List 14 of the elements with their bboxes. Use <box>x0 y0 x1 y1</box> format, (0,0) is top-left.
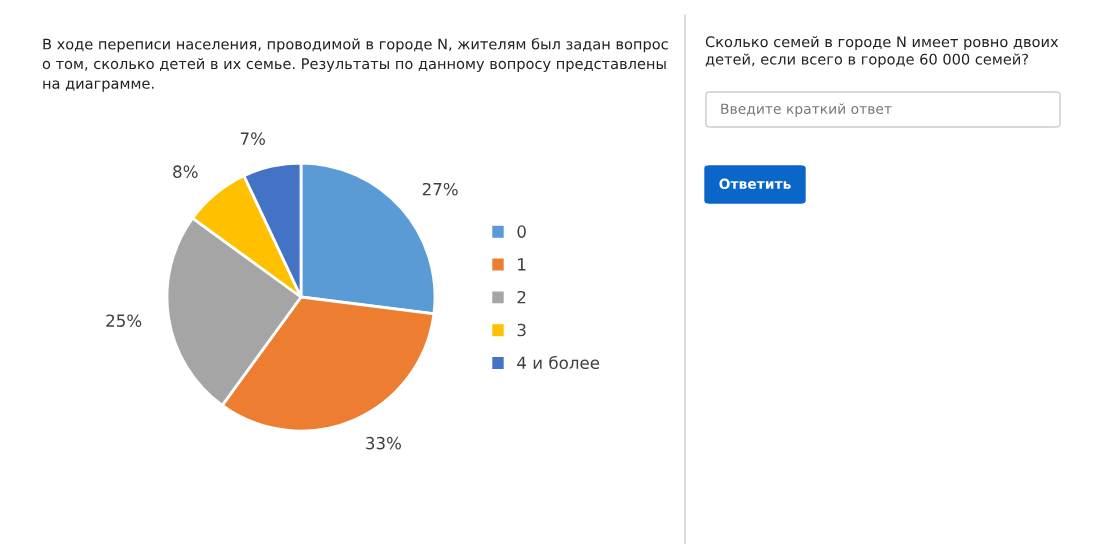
data-label: 33% <box>366 436 401 450</box>
legend-label: 0 <box>517 225 526 238</box>
legend-label: 3 <box>517 323 526 337</box>
data-label: 7% <box>240 132 265 145</box>
data-label: 27% <box>422 182 458 196</box>
data-label: 25% <box>106 314 142 327</box>
chart-title: В ходе переписи населения, проводимой в городе N, жителям был задан вопрос о том, сколько детей в их семье. Результаты по данному вопросу представлены на диаграмме. <box>42 38 668 92</box>
data-label: 8% <box>173 165 198 178</box>
legend-label: 4 и более <box>517 355 600 370</box>
legend-label: 1 <box>518 258 526 271</box>
legend-label: 2 <box>517 290 526 304</box>
text: Ответить <box>719 178 791 190</box>
text: Введите краткий ответ <box>721 103 892 117</box>
text: Сколько семей в городе N имеет ровно двоих детей, если всего в городе 60 000 семей? <box>705 36 1059 68</box>
